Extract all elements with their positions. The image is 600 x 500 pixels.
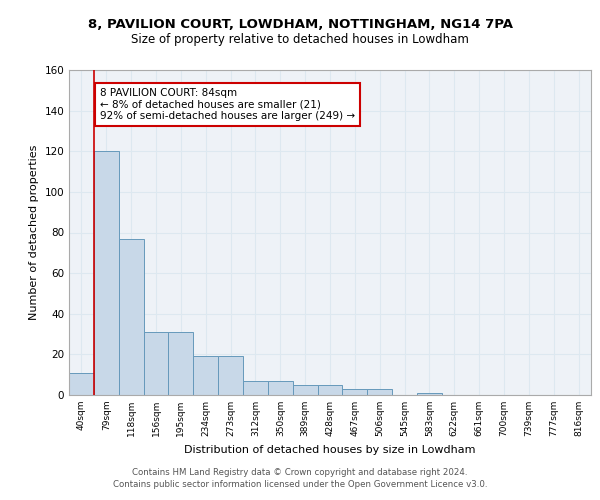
Text: Size of property relative to detached houses in Lowdham: Size of property relative to detached ho… [131, 32, 469, 46]
Bar [119, 238, 143, 395]
Bar [367, 389, 392, 395]
Bar [143, 332, 169, 395]
Bar [317, 385, 343, 395]
Bar [343, 389, 367, 395]
Text: 8 PAVILION COURT: 84sqm
← 8% of detached houses are smaller (21)
92% of semi-det: 8 PAVILION COURT: 84sqm ← 8% of detached… [100, 88, 355, 121]
Bar [169, 332, 193, 395]
Text: Contains HM Land Registry data © Crown copyright and database right 2024.
Contai: Contains HM Land Registry data © Crown c… [113, 468, 487, 489]
Text: 8, PAVILION COURT, LOWDHAM, NOTTINGHAM, NG14 7PA: 8, PAVILION COURT, LOWDHAM, NOTTINGHAM, … [88, 18, 512, 30]
Bar [293, 385, 317, 395]
Bar [417, 393, 442, 395]
Bar [243, 381, 268, 395]
Y-axis label: Number of detached properties: Number of detached properties [29, 145, 39, 320]
Bar [218, 356, 243, 395]
Bar [94, 151, 119, 395]
Bar [193, 356, 218, 395]
X-axis label: Distribution of detached houses by size in Lowdham: Distribution of detached houses by size … [184, 444, 476, 454]
Bar [268, 381, 293, 395]
Bar [69, 372, 94, 395]
